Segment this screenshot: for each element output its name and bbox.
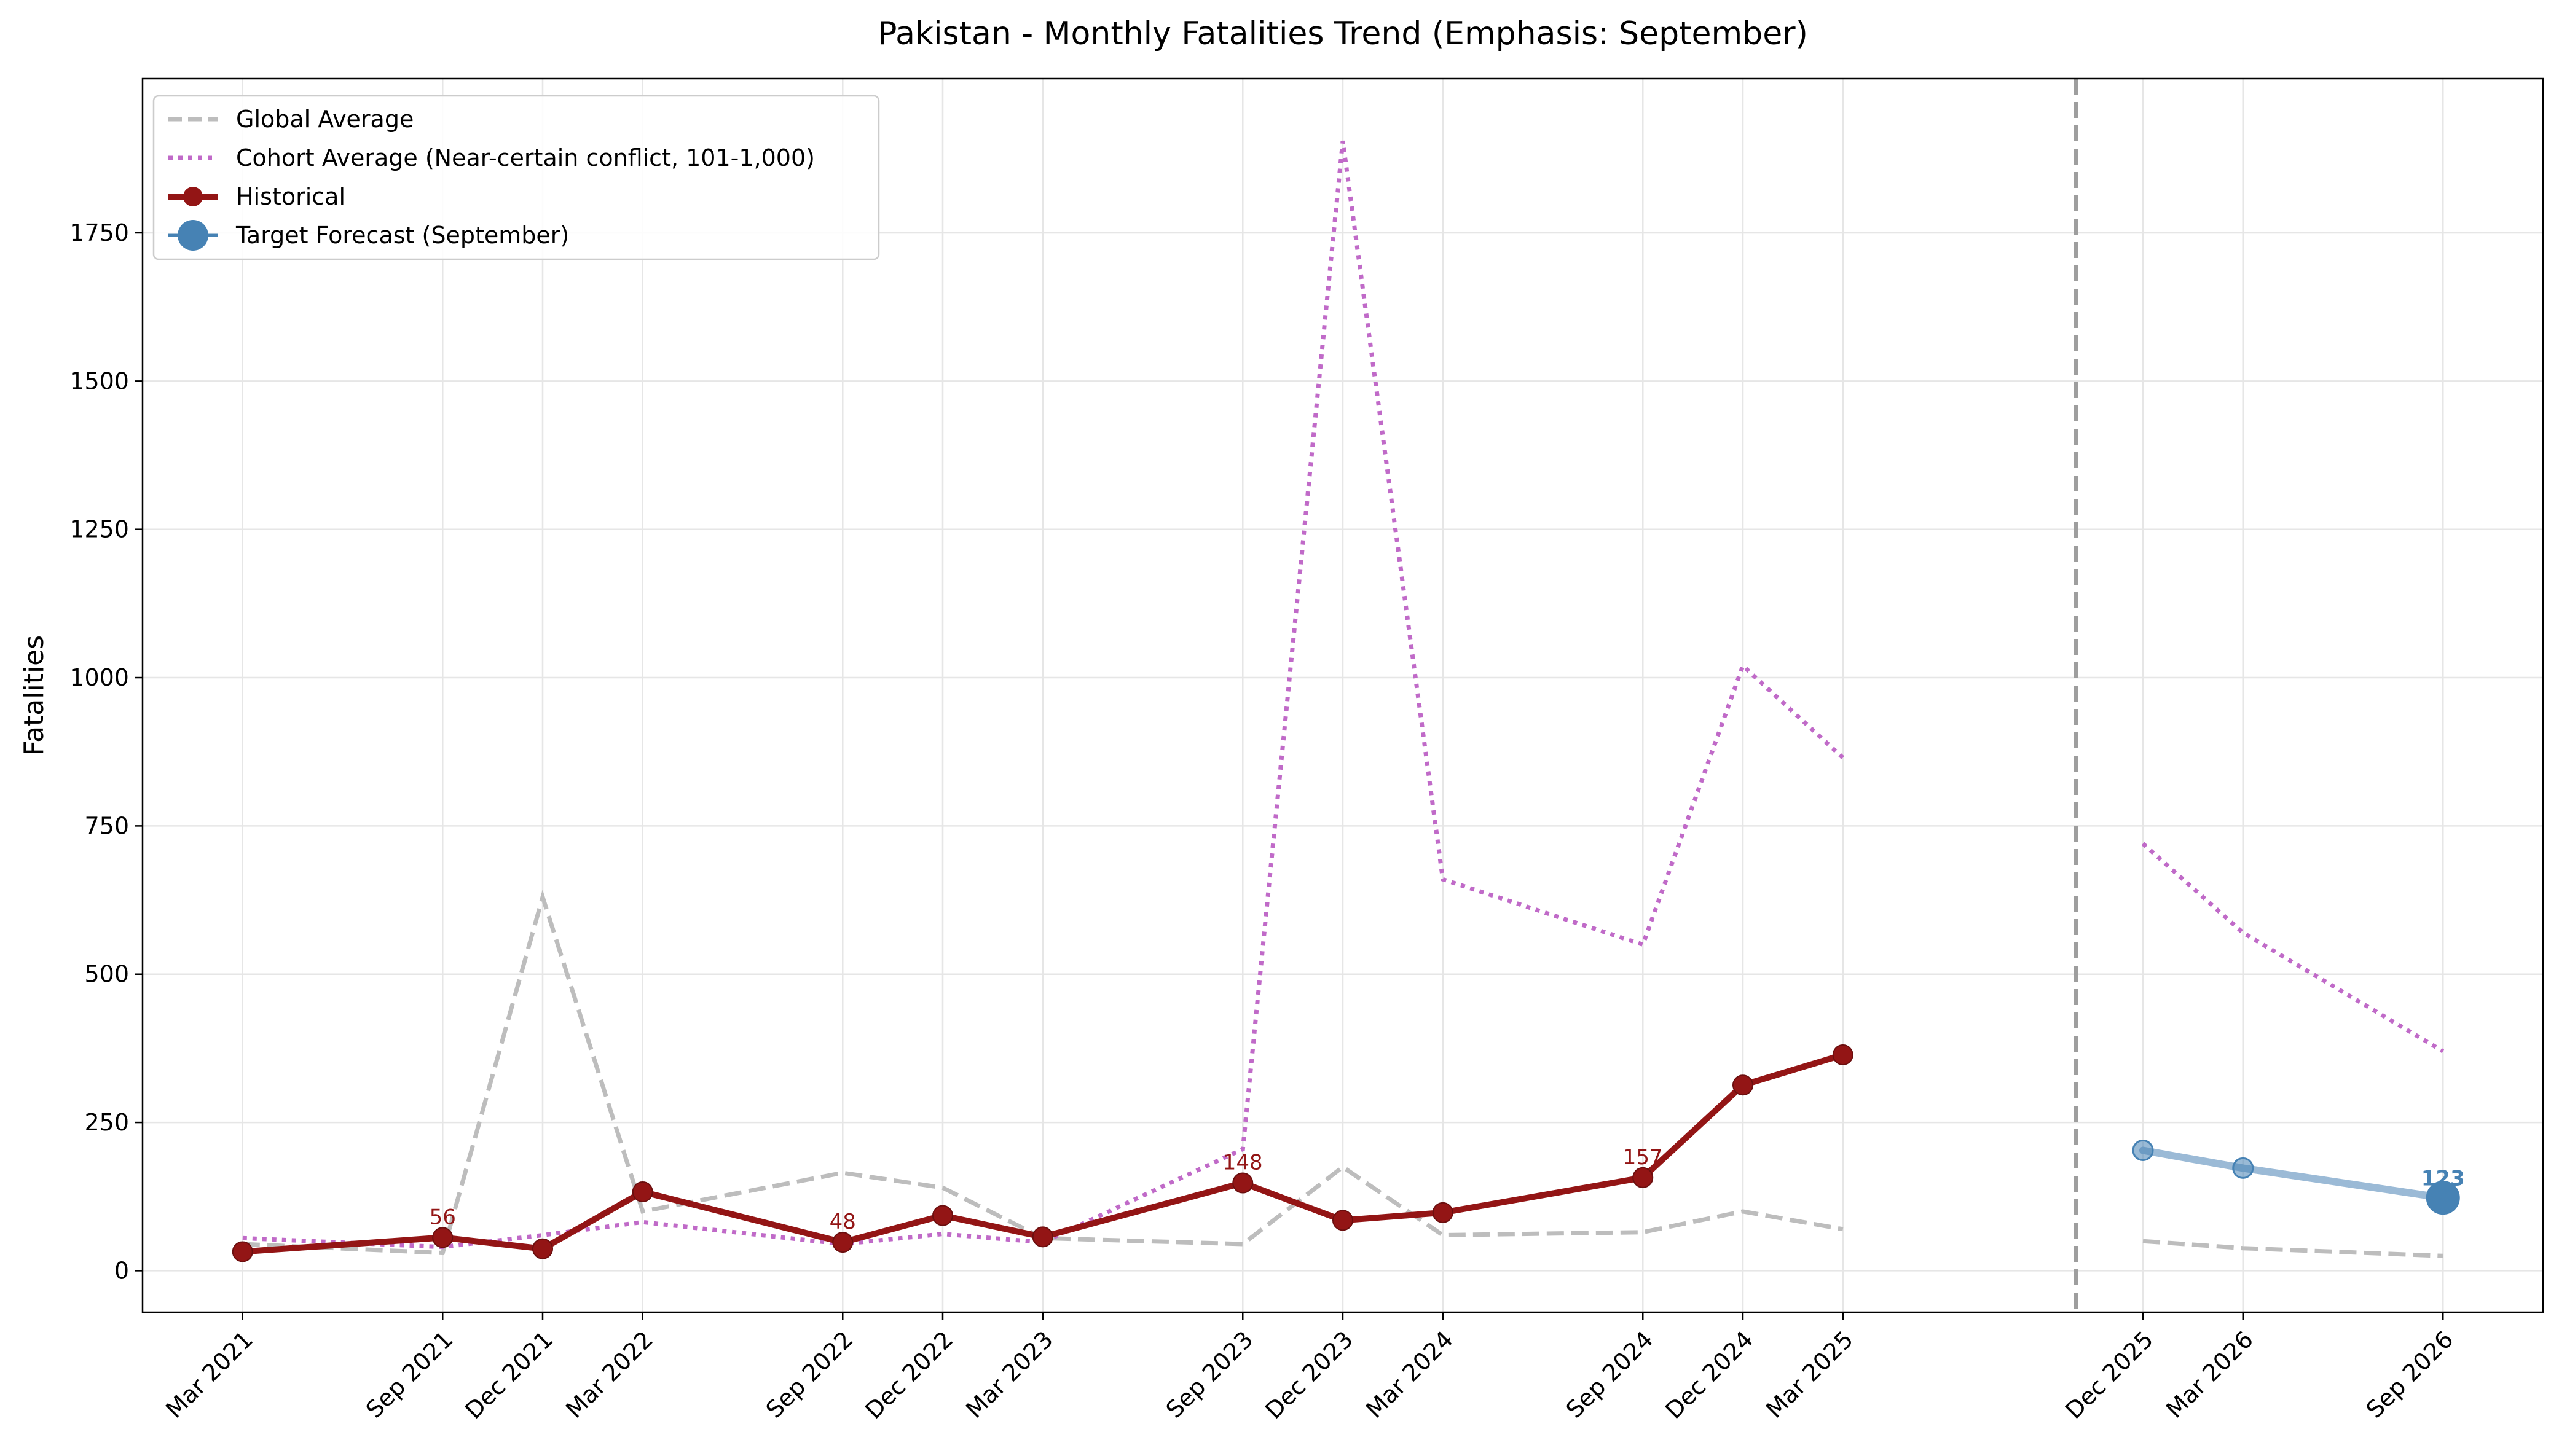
- y-axis: 0 250 500 750 1000 1250 1500 1750: [69, 219, 143, 1284]
- historical-point: [1632, 1167, 1654, 1188]
- cohort-average-line: [2141, 842, 2445, 1054]
- forecast-point: [2232, 1157, 2254, 1179]
- x-tick-label: Dec 2022: [860, 1326, 958, 1424]
- data-label: 157: [1623, 1145, 1663, 1170]
- x-axis: Mar 2021 Sep 2021 Dec 2021 Mar 2022 Sep 2022…: [160, 1312, 2458, 1424]
- y-tick-label: 0: [114, 1257, 129, 1284]
- x-tick-label: Sep 2024: [1561, 1326, 1659, 1423]
- historical-point: [632, 1181, 653, 1203]
- y-tick-label: 1750: [69, 219, 129, 246]
- x-tick-label: Mar 2023: [961, 1326, 1058, 1423]
- series-layer: [232, 140, 2460, 1262]
- legend-marker-historical: [183, 187, 203, 206]
- data-label: 123: [2421, 1167, 2465, 1191]
- x-tick-label: Sep 2022: [761, 1326, 859, 1423]
- historical-point: [1432, 1202, 1453, 1223]
- x-tick-label: Dec 2021: [460, 1326, 558, 1424]
- legend-label: Historical: [236, 183, 345, 210]
- x-tick-label: Dec 2023: [1260, 1326, 1358, 1424]
- x-tick-label: Dec 2024: [1660, 1326, 1758, 1424]
- legend-label: Cohort Average (Near-certain conflict, 1…: [236, 144, 815, 171]
- historical-point: [232, 1241, 253, 1262]
- x-tick-label: Mar 2024: [1361, 1326, 1458, 1423]
- legend: Global Average Cohort Average (Near-certa…: [152, 95, 880, 260]
- grid: [143, 79, 2543, 1312]
- chart-title: Pakistan - Monthly Fatalities Trend (Emp…: [878, 15, 1808, 52]
- target-forecast-point: [2426, 1181, 2460, 1215]
- historical-point: [832, 1232, 854, 1253]
- historical-point: [432, 1227, 454, 1248]
- data-label: 48: [830, 1210, 856, 1234]
- data-label: 148: [1223, 1151, 1263, 1175]
- x-tick-label: Mar 2022: [560, 1326, 658, 1423]
- historical-point: [532, 1238, 553, 1259]
- global-average-line: [2142, 1239, 2443, 1258]
- x-tick-label: Sep 2023: [1161, 1326, 1259, 1423]
- historical-point: [1032, 1226, 1053, 1248]
- y-tick-label: 500: [84, 961, 129, 988]
- x-tick-label: Mar 2026: [2161, 1326, 2258, 1423]
- data-label: 56: [430, 1205, 456, 1229]
- historical-point: [1332, 1210, 1353, 1231]
- x-tick-label: Mar 2025: [1761, 1326, 1858, 1423]
- historical-point: [1732, 1074, 1753, 1096]
- y-tick-label: 1000: [69, 664, 129, 691]
- y-tick-label: 250: [84, 1109, 129, 1136]
- x-tick-label: Sep 2026: [2361, 1326, 2459, 1423]
- x-tick-label: Mar 2021: [160, 1326, 258, 1423]
- forecast-point: [2132, 1139, 2154, 1161]
- legend-label: Global Average: [236, 106, 414, 133]
- historical-point: [1832, 1044, 1853, 1066]
- legend-label: Target Forecast (September): [235, 222, 569, 249]
- y-tick-label: 1250: [69, 516, 129, 543]
- y-tick-label: 750: [84, 812, 129, 839]
- x-tick-label: Sep 2021: [361, 1326, 458, 1423]
- y-axis-title: Fatalities: [18, 635, 50, 756]
- y-tick-label: 1500: [69, 367, 129, 394]
- historical-point: [1232, 1172, 1254, 1194]
- legend-marker-forecast: [178, 220, 208, 251]
- annotations: 56 48 148 157 123: [430, 1145, 2465, 1234]
- legend-box: [152, 95, 880, 260]
- historical-point: [932, 1205, 953, 1226]
- forecast-line: [2139, 1146, 2447, 1202]
- x-tick-label: Dec 2025: [2060, 1326, 2158, 1424]
